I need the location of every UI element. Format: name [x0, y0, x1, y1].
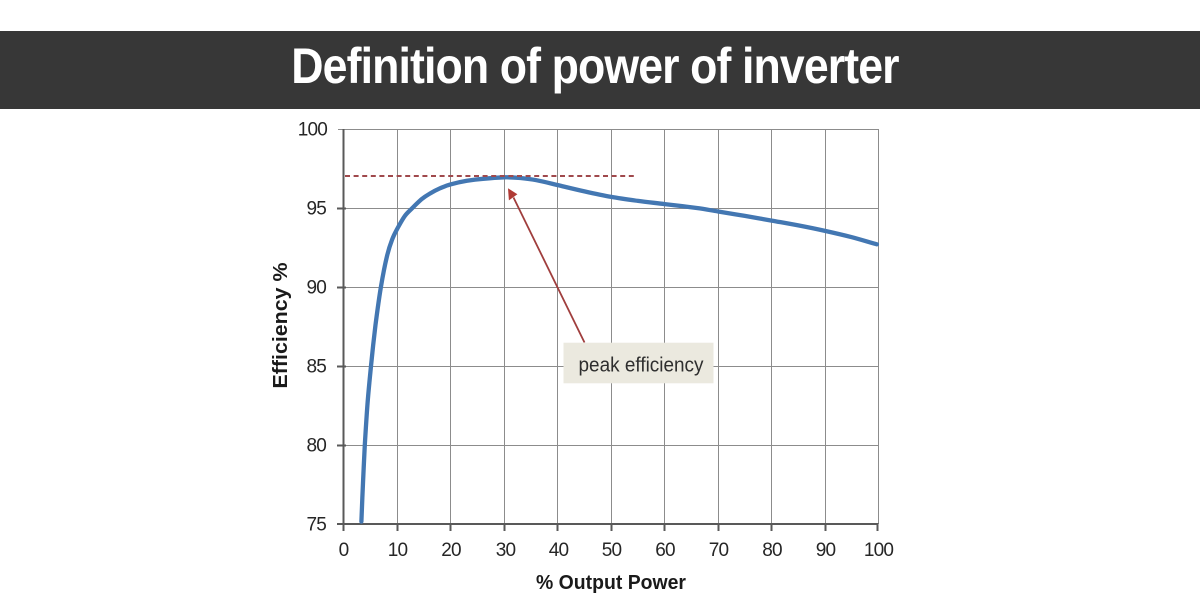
svg-text:10: 10 — [388, 540, 408, 561]
svg-text:% Output Power: % Output Power — [536, 571, 686, 594]
svg-text:100: 100 — [298, 120, 328, 141]
svg-text:0: 0 — [339, 540, 349, 561]
svg-text:85: 85 — [306, 357, 326, 378]
svg-text:40: 40 — [549, 540, 569, 561]
svg-text:20: 20 — [441, 540, 461, 561]
svg-text:70: 70 — [709, 540, 729, 561]
svg-text:90: 90 — [816, 540, 836, 561]
svg-text:100: 100 — [864, 540, 894, 561]
svg-text:Efficiency %: Efficiency % — [270, 262, 292, 388]
svg-text:80: 80 — [762, 540, 782, 561]
svg-text:60: 60 — [655, 540, 675, 561]
svg-text:90: 90 — [306, 278, 326, 299]
svg-text:75: 75 — [306, 515, 326, 536]
svg-text:peak efficiency: peak efficiency — [579, 354, 705, 377]
svg-text:95: 95 — [306, 199, 326, 220]
svg-text:80: 80 — [306, 436, 326, 457]
svg-text:30: 30 — [496, 540, 516, 561]
svg-text:50: 50 — [602, 540, 622, 561]
